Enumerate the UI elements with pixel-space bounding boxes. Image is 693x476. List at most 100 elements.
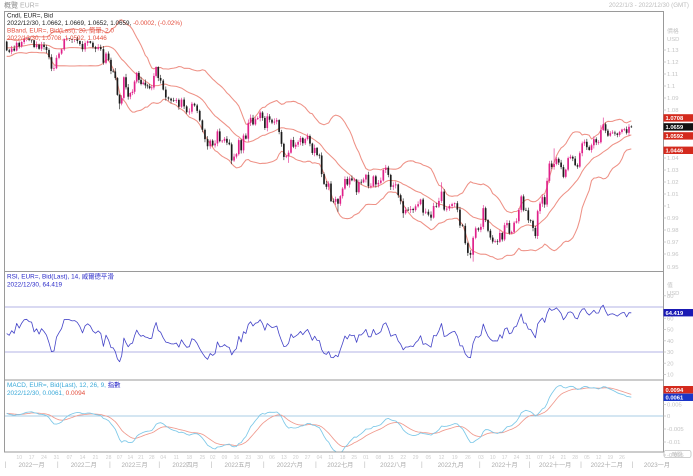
svg-text:1.01: 1.01: [667, 192, 678, 198]
svg-text:2022九月: 2022九月: [438, 461, 464, 469]
svg-text:2022三月: 2022三月: [122, 462, 148, 469]
svg-text:2022四月: 2022四月: [172, 462, 198, 469]
svg-text:15: 15: [388, 455, 394, 461]
svg-text:價格: 價格: [667, 27, 679, 35]
svg-text:20: 20: [667, 361, 674, 367]
svg-text:02: 02: [210, 455, 216, 461]
svg-text:0.0061: 0.0061: [666, 395, 685, 401]
svg-text:05: 05: [426, 455, 432, 461]
svg-text:1.09: 1.09: [667, 96, 678, 102]
svg-text:11: 11: [328, 455, 333, 461]
svg-text:07: 07: [117, 455, 123, 461]
svg-text:28: 28: [572, 455, 578, 461]
svg-text:0.96: 0.96: [667, 252, 679, 258]
svg-text:29: 29: [413, 455, 419, 461]
svg-text:1: 1: [667, 204, 670, 210]
svg-text:2022/12/30, 0.0061, 0.0094: 2022/12/30, 0.0061, 0.0094: [7, 390, 86, 397]
svg-text:64.419: 64.419: [666, 311, 685, 317]
svg-text:04: 04: [160, 455, 166, 461]
svg-text:22: 22: [400, 455, 406, 461]
svg-text:1.11: 1.11: [667, 72, 678, 78]
svg-text:07: 07: [537, 455, 543, 461]
svg-text:2022一月: 2022一月: [19, 462, 45, 469]
svg-text:2022十一月: 2022十一月: [539, 461, 571, 469]
svg-text:0.98: 0.98: [667, 228, 679, 234]
svg-text:0.99: 0.99: [667, 216, 678, 222]
svg-text:28: 28: [106, 455, 112, 461]
svg-text:14: 14: [80, 455, 86, 461]
svg-text:0.005: 0.005: [667, 403, 682, 409]
svg-text:2023一月: 2023一月: [644, 462, 670, 469]
svg-text:0.0094: 0.0094: [666, 388, 685, 394]
svg-text:16: 16: [234, 455, 240, 461]
svg-text:13: 13: [281, 455, 287, 461]
svg-text:時間: 時間: [672, 452, 682, 458]
svg-text:30: 30: [257, 455, 263, 461]
svg-text:BBand, EUR=, Bid(Last), 20, 簡單: BBand, EUR=, Bid(Last), 20, 簡單, 2.0: [7, 26, 114, 35]
svg-text:19: 19: [607, 455, 613, 461]
svg-text:概覽 EUR=: 概覽 EUR=: [4, 1, 39, 10]
svg-text:80: 80: [667, 294, 674, 300]
svg-text:1.0446: 1.0446: [666, 148, 685, 154]
svg-text:1.0592: 1.0592: [666, 134, 684, 140]
svg-text:1.0659: 1.0659: [666, 125, 685, 131]
svg-text:12: 12: [439, 455, 445, 461]
svg-text:09: 09: [222, 455, 228, 461]
svg-text:-0.005: -0.005: [667, 427, 684, 433]
svg-text:10: 10: [490, 455, 496, 461]
svg-text:2022/12/30, 1.0662, 1.0669, 1.: 2022/12/30, 1.0662, 1.0669, 1.0652, 1.06…: [7, 20, 182, 27]
svg-text:14: 14: [549, 455, 555, 461]
svg-text:30: 30: [667, 350, 674, 356]
svg-text:1.02: 1.02: [667, 180, 678, 186]
svg-text:2022五月: 2022五月: [225, 462, 251, 469]
svg-text:11: 11: [174, 455, 179, 461]
svg-text:1.04: 1.04: [667, 156, 679, 162]
svg-text:2022七月: 2022七月: [327, 461, 353, 469]
svg-text:21: 21: [138, 455, 144, 461]
svg-text:2022二月: 2022二月: [71, 462, 97, 469]
svg-text:10: 10: [16, 455, 22, 461]
svg-text:2022/1/3 - 2022/12/30 (GMT): 2022/1/3 - 2022/12/30 (GMT): [609, 2, 689, 9]
svg-text:21: 21: [93, 455, 99, 461]
svg-text:2022/12/30, 64.419: 2022/12/30, 64.419: [7, 282, 63, 289]
svg-text:60: 60: [667, 316, 674, 322]
svg-text:08: 08: [376, 455, 382, 461]
svg-text:17: 17: [502, 455, 508, 461]
svg-text:26: 26: [465, 455, 471, 461]
svg-text:1.12: 1.12: [667, 60, 678, 66]
svg-text:06: 06: [269, 455, 275, 461]
svg-text:Cndl, EUR=, Bid: Cndl, EUR=, Bid: [7, 13, 54, 20]
svg-text:25: 25: [200, 455, 206, 461]
svg-text:2022/12/30, 1.0708, 1.0592, 1.: 2022/12/30, 1.0708, 1.0592, 1.0446: [7, 35, 107, 42]
svg-text:0.95: 0.95: [667, 265, 679, 271]
svg-text:24: 24: [41, 455, 47, 461]
svg-text:12: 12: [596, 455, 602, 461]
svg-text:18: 18: [340, 455, 346, 461]
svg-text:1.0708: 1.0708: [666, 116, 685, 122]
svg-text:31: 31: [525, 455, 531, 461]
svg-text:RSI, EUR=, Bid(Last), 14, 威爾德平: RSI, EUR=, Bid(Last), 14, 威爾德平滑: [7, 272, 114, 281]
svg-text:MACD, EUR=, Bid(Last), 12, 26,: MACD, EUR=, Bid(Last), 12, 26, 9, 指數: [7, 380, 121, 389]
svg-text:1.03: 1.03: [667, 168, 679, 174]
svg-text:01: 01: [363, 455, 369, 461]
svg-text:2022六月: 2022六月: [277, 461, 303, 469]
svg-text:1.08: 1.08: [667, 108, 679, 114]
svg-text:1.1: 1.1: [667, 84, 675, 90]
svg-text:2022十月: 2022十月: [492, 461, 518, 469]
svg-text:27: 27: [305, 455, 311, 461]
svg-text:07: 07: [67, 455, 73, 461]
svg-text:25: 25: [351, 455, 357, 461]
svg-text:17: 17: [29, 455, 35, 461]
svg-text:21: 21: [561, 455, 567, 461]
svg-text:14: 14: [127, 455, 133, 461]
svg-text:2022八月: 2022八月: [380, 462, 406, 469]
svg-text:23: 23: [245, 455, 251, 461]
svg-text:值: 值: [667, 281, 673, 289]
svg-text:03: 03: [478, 455, 484, 461]
svg-text:26: 26: [619, 455, 625, 461]
svg-text:10: 10: [667, 373, 674, 379]
svg-text:0.97: 0.97: [667, 240, 678, 246]
svg-text:18: 18: [186, 455, 192, 461]
svg-text:20: 20: [293, 455, 299, 461]
svg-text:USD: USD: [667, 37, 679, 43]
